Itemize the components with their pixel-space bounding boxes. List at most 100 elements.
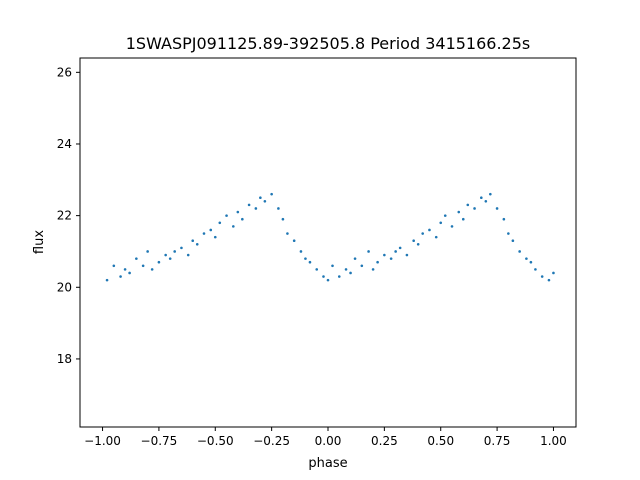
y-tick-label: 24 bbox=[57, 137, 72, 151]
data-point bbox=[547, 278, 551, 282]
data-point bbox=[112, 264, 116, 268]
data-point bbox=[304, 257, 307, 260]
data-point bbox=[277, 207, 280, 210]
x-tick-label: −0.75 bbox=[141, 434, 178, 448]
data-point bbox=[489, 192, 492, 196]
x-tick-label: 0.75 bbox=[484, 434, 511, 448]
data-point bbox=[225, 214, 228, 217]
data-point bbox=[135, 257, 138, 260]
data-point bbox=[367, 250, 370, 253]
data-point bbox=[213, 235, 217, 239]
x-axis-label: phase bbox=[308, 456, 347, 471]
data-point bbox=[518, 250, 521, 253]
data-point bbox=[353, 257, 357, 260]
data-point bbox=[164, 253, 167, 257]
data-point bbox=[473, 207, 476, 210]
x-tick-label: −0.50 bbox=[197, 434, 234, 448]
data-point bbox=[180, 246, 183, 250]
x-tick-label: 0.00 bbox=[315, 434, 342, 448]
data-point bbox=[461, 217, 465, 221]
data-point bbox=[412, 239, 415, 243]
data-point bbox=[292, 239, 296, 243]
data-point bbox=[450, 225, 454, 228]
data-point bbox=[525, 257, 528, 260]
data-point bbox=[360, 264, 364, 268]
x-tick-label: 0.25 bbox=[371, 434, 398, 448]
data-point bbox=[383, 253, 386, 257]
data-points bbox=[105, 192, 555, 282]
data-point bbox=[421, 232, 424, 235]
data-point bbox=[349, 271, 352, 275]
data-point bbox=[146, 250, 149, 253]
data-point bbox=[443, 214, 447, 217]
data-point bbox=[123, 268, 127, 271]
data-point bbox=[202, 232, 206, 235]
data-point bbox=[457, 210, 461, 214]
data-point bbox=[480, 196, 483, 200]
data-point bbox=[286, 232, 289, 235]
data-point bbox=[195, 242, 199, 246]
data-point bbox=[308, 260, 312, 264]
data-point bbox=[232, 225, 235, 228]
data-point bbox=[150, 268, 154, 271]
data-point bbox=[337, 275, 341, 278]
y-axis-label: flux bbox=[32, 230, 47, 254]
data-point bbox=[299, 250, 303, 253]
data-point bbox=[326, 278, 330, 282]
data-point bbox=[439, 221, 443, 225]
data-point bbox=[270, 192, 273, 196]
data-point bbox=[484, 200, 488, 203]
y-tick-label: 18 bbox=[57, 352, 72, 366]
data-point bbox=[394, 250, 397, 253]
data-point bbox=[186, 253, 190, 257]
data-point bbox=[371, 268, 375, 271]
x-tick-label: 1.00 bbox=[540, 434, 567, 448]
y-tick-label: 20 bbox=[57, 280, 72, 294]
data-point bbox=[173, 250, 176, 253]
y-tick-label: 22 bbox=[57, 209, 72, 223]
data-point bbox=[105, 278, 109, 282]
data-point bbox=[502, 217, 506, 221]
data-point bbox=[331, 264, 334, 268]
x-axis-ticks: −1.00 −0.75 −0.50 −0.25 0.00 0.25 0.50 0.75 1.00 bbox=[84, 427, 567, 448]
data-point bbox=[405, 253, 409, 257]
x-tick-label: −0.25 bbox=[253, 434, 290, 448]
data-point bbox=[507, 232, 510, 235]
data-point bbox=[254, 207, 258, 210]
y-axis-ticks: 18 20 22 24 26 bbox=[57, 65, 80, 366]
data-point bbox=[281, 217, 285, 221]
data-point bbox=[259, 196, 262, 200]
chart-title: 1SWASPJ091125.89-392505.8 Period 3415166… bbox=[126, 34, 531, 53]
data-point bbox=[552, 271, 555, 275]
data-point bbox=[241, 217, 244, 221]
data-point bbox=[218, 221, 222, 225]
data-point bbox=[389, 257, 393, 260]
data-point bbox=[511, 239, 515, 243]
data-point bbox=[209, 228, 213, 232]
data-point bbox=[236, 210, 240, 214]
data-point bbox=[428, 228, 431, 232]
data-point bbox=[376, 260, 379, 264]
x-tick-label: 0.50 bbox=[427, 434, 454, 448]
data-point bbox=[128, 271, 131, 275]
data-point bbox=[247, 203, 251, 207]
data-point bbox=[263, 200, 267, 203]
data-point bbox=[157, 260, 161, 264]
data-point bbox=[322, 275, 325, 278]
data-point bbox=[434, 235, 438, 239]
data-point bbox=[466, 203, 470, 207]
data-point bbox=[529, 260, 533, 264]
x-tick-label: −1.00 bbox=[84, 434, 121, 448]
data-point bbox=[191, 239, 195, 243]
data-point bbox=[540, 275, 544, 278]
data-point bbox=[315, 268, 319, 271]
data-point bbox=[534, 268, 537, 271]
data-point bbox=[398, 246, 402, 250]
data-point bbox=[344, 268, 348, 271]
data-point bbox=[119, 275, 122, 278]
data-point bbox=[168, 257, 172, 260]
data-point bbox=[141, 264, 145, 268]
y-tick-label: 26 bbox=[57, 65, 72, 79]
